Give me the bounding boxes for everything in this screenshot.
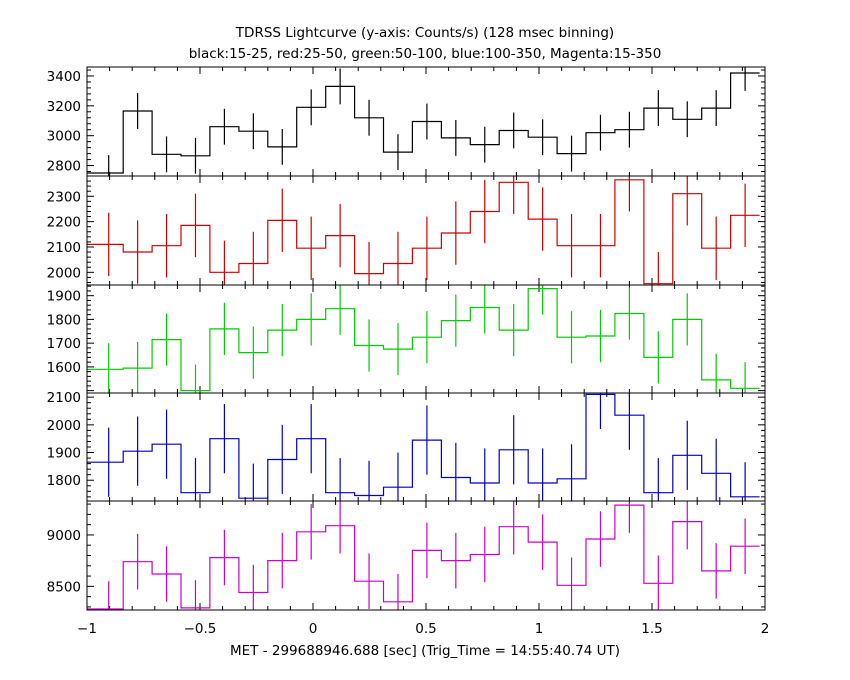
panel-100-350: 1800 1900 2000 2100	[47, 390, 766, 502]
y-tick-label: 2100	[47, 240, 81, 256]
y-tick-label: 1700	[47, 336, 81, 352]
y-tick-label: 2000	[47, 418, 81, 434]
panel-15-350: 8500 9000	[47, 500, 766, 611]
x-tick-label: 1	[535, 621, 544, 637]
y-tick-label: 1800	[47, 473, 81, 489]
panel-15-25: 2800 3000 3200 3400	[47, 66, 766, 177]
panel-frame	[86, 175, 766, 286]
y-tick-label: 2800	[47, 159, 81, 175]
y-tick-label: 2200	[47, 215, 81, 231]
y-tick-label: 1800	[47, 312, 81, 328]
panels: 2800 3000 3200 3400 2000 2100 2200 2300 1600 1700…	[47, 66, 766, 611]
x-tick-label: −1	[77, 621, 97, 637]
chart-subtitle: black:15-25, red:25-50, green:50-100, bl…	[189, 46, 662, 62]
y-tick-label: 3000	[47, 129, 81, 145]
series-line-25-50	[87, 179, 760, 285]
panel-frame	[86, 284, 766, 394]
y-tick-label: 2100	[47, 390, 81, 406]
y-tick-label: 3200	[47, 99, 81, 115]
y-tick-label: 1900	[47, 289, 81, 305]
x-tick-label: 2	[761, 621, 770, 637]
panel-frame	[86, 392, 766, 502]
chart-title: TDRSS Lightcurve (y-axis: Counts/s) (128…	[235, 25, 614, 41]
y-tick-label: 3400	[47, 69, 81, 85]
x-tick-label: 0.5	[415, 621, 436, 637]
y-tick-label: 1900	[47, 446, 81, 462]
panel-frame	[86, 500, 766, 611]
y-tick-label: 2000	[47, 265, 81, 281]
x-tick-label: −0.5	[184, 621, 217, 637]
x-axis: −1 −0.5 0 0.5 1 1.5 2	[77, 621, 769, 637]
y-tick-label: 8500	[47, 579, 81, 595]
x-tick-label: 0	[309, 621, 318, 637]
x-tick-label: 1.5	[641, 621, 662, 637]
panel-50-100: 1600 1700 1800 1900	[47, 284, 766, 394]
y-tick-label: 9000	[47, 528, 81, 544]
y-tick-label: 2300	[47, 189, 81, 205]
x-axis-label: MET - 299688946.688 [sec] (Trig_Time = 1…	[230, 643, 620, 659]
y-tick-label: 1600	[47, 360, 81, 376]
